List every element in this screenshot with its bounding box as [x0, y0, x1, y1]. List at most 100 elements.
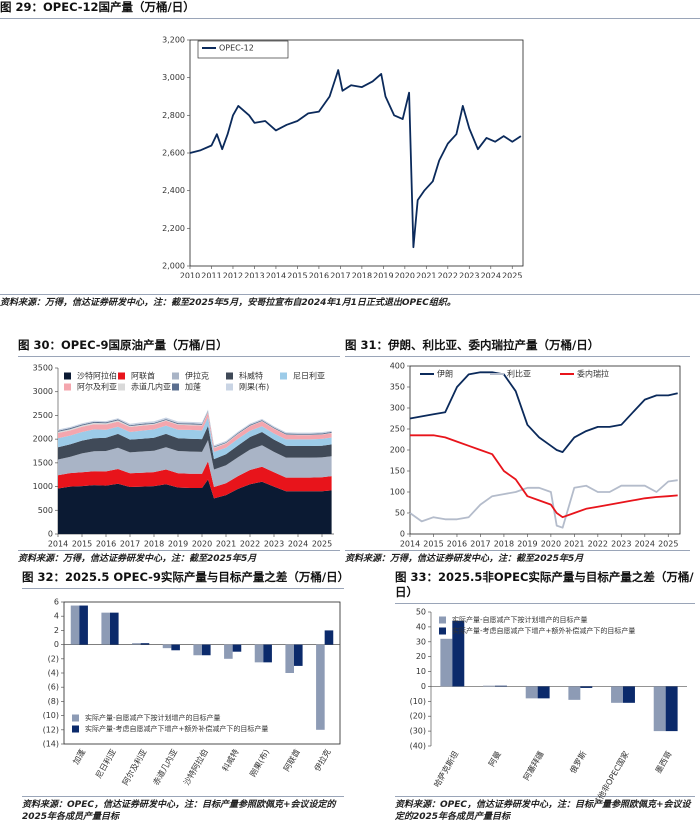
x-tick-label: 2016 [96, 540, 116, 549]
x-tick-label: 2025 [312, 540, 332, 549]
x-tick-label: 加蓬 [71, 747, 88, 766]
y-tick-label: 0 [421, 682, 426, 691]
bar [132, 643, 141, 645]
y-tick-label: 1500 [33, 458, 53, 467]
x-tick-label: 2014 [400, 540, 420, 549]
x-tick-label: 阿塞拜疆 [521, 749, 546, 782]
legend-swatch [64, 372, 71, 380]
plot-frame [189, 39, 524, 267]
bar [263, 644, 272, 663]
source-note: 资料来源：OPEC，信达证券研发中心，注：目标产量参照欧佩克+会议设定的2025… [22, 796, 344, 823]
x-tick-label: 2013 [244, 272, 264, 279]
x-tick-label: 2019 [168, 540, 188, 549]
x-tick-label: 2015 [287, 272, 307, 279]
legend-label: OPEC-12 [219, 44, 254, 53]
y-tick-label: 2,800 [162, 111, 185, 120]
y-tick-label: 3,200 [162, 36, 185, 45]
series-area [58, 411, 332, 449]
legend-label: 实际产量-自愿减产下按计划增产的目标产量 [85, 713, 221, 722]
x-tick-label: 尼日利亚 [93, 747, 118, 780]
bar [162, 644, 172, 649]
bar [79, 605, 88, 645]
x-tick-label: 赤道几内亚 [151, 747, 180, 787]
legend-label: 加蓬 [185, 382, 201, 392]
y-tick-label: (2) [48, 654, 59, 663]
chart-title: 图 32：2025.5 OPEC-9实际产量与目标产量之差（万桶/日） [22, 570, 349, 589]
bar [294, 644, 303, 666]
bar [611, 686, 623, 703]
x-tick-label: 2016 [447, 540, 467, 549]
x-tick-label: 阿尔及利亚 [120, 747, 149, 787]
y-tick-label: 4 [54, 612, 59, 621]
x-tick-label: 2018 [494, 540, 514, 549]
x-tick-label: 2024 [481, 272, 501, 279]
source-note: 资料来源：万得，信达证券研发中心，注：截至2025年5月 [345, 550, 690, 565]
x-tick-label: 墨西哥 [654, 750, 674, 775]
series-area [58, 410, 332, 448]
x-tick-label: 沙特阿拉伯 [181, 747, 210, 787]
legend-label: 刚果(布) [239, 382, 269, 392]
x-tick-label: 2022 [588, 540, 608, 549]
chart-title: 图 30：OPEC-9国原油产量（万桶/日） [18, 338, 340, 357]
legend-swatch [226, 383, 233, 391]
bar [140, 643, 150, 645]
bar [440, 638, 453, 687]
y-tick-label: (8) [48, 697, 59, 706]
bar [580, 686, 593, 688]
series-line [409, 371, 678, 453]
bar [653, 686, 666, 732]
x-tick-label: 2025 [502, 272, 522, 279]
x-tick-label: 哈萨克斯坦 [432, 749, 461, 789]
y-tick-label: (20) [410, 712, 426, 721]
legend-frame [197, 40, 289, 59]
bar [285, 644, 294, 673]
legend-swatch [226, 372, 233, 380]
series-area [58, 461, 332, 499]
legend-label: 实际产量-考虑自愿减产下增产+额外补偿减产下的目标产量 [452, 626, 635, 635]
y-tick-label: (30) [410, 727, 426, 736]
legend-label: 阿尔及利亚 [77, 382, 117, 392]
legend-swatch [64, 383, 71, 391]
x-tick-label: 2014 [266, 272, 286, 279]
x-tick-label: 2020 [395, 272, 415, 279]
bar [202, 644, 211, 656]
y-tick-label: 500 [38, 506, 53, 515]
x-tick-label: 2022 [240, 540, 260, 549]
y-tick-label: 3500 [33, 364, 53, 373]
source-note: 资料来源：万得，信达证券研发中心，注：截至2025年5月，安哥拉宣布自2024年… [0, 294, 700, 309]
x-tick-label: 2016 [309, 272, 329, 279]
series-line [409, 479, 678, 529]
y-tick-label: 0 [48, 530, 53, 539]
y-tick-label: 2,400 [162, 186, 185, 195]
bar [193, 644, 202, 656]
chart-panel: 图 32：2025.5 OPEC-9实际产量与目标产量之差（万桶/日） 资料来源：… [22, 570, 349, 825]
y-tick-label: 0 [54, 640, 59, 649]
x-tick-label: 2017 [330, 272, 350, 279]
y-tick-label: 50 [395, 509, 405, 518]
y-tick-label: (12) [43, 725, 59, 734]
x-tick-label: 俄罗斯 [568, 749, 589, 775]
y-tick-label: 2 [54, 626, 59, 635]
x-tick-label: 2018 [352, 272, 372, 279]
y-tick-label: 2,000 [162, 262, 185, 271]
chart-title: 图 29：OPEC-12国产量（万桶/日） [0, 0, 700, 19]
y-tick-label: 350 [390, 383, 405, 392]
source-note: 资料来源：万得，信达证券研发中心，注：截至2025年5月 [18, 550, 340, 565]
bar [171, 644, 180, 651]
x-tick-label: 2015 [72, 540, 92, 549]
y-tick-label: 6 [54, 598, 59, 607]
legend-swatch [172, 372, 179, 380]
y-tick-label: 250 [390, 425, 405, 434]
legend-label: 伊拉克 [185, 371, 209, 381]
legend-label: 阿联酋 [131, 371, 155, 381]
x-tick-label: 2021 [216, 540, 236, 549]
x-tick-label: 2014 [48, 540, 68, 549]
x-tick-label: 2011 [201, 272, 221, 279]
bar [665, 686, 678, 732]
y-tick-label: (10) [410, 697, 426, 706]
y-tick-label: 100 [390, 488, 405, 497]
x-tick-label: 伊拉克 [312, 747, 333, 773]
x-tick-label: 2020 [541, 540, 561, 549]
y-tick-label: (4) [48, 669, 59, 678]
legend-swatch [439, 627, 446, 635]
